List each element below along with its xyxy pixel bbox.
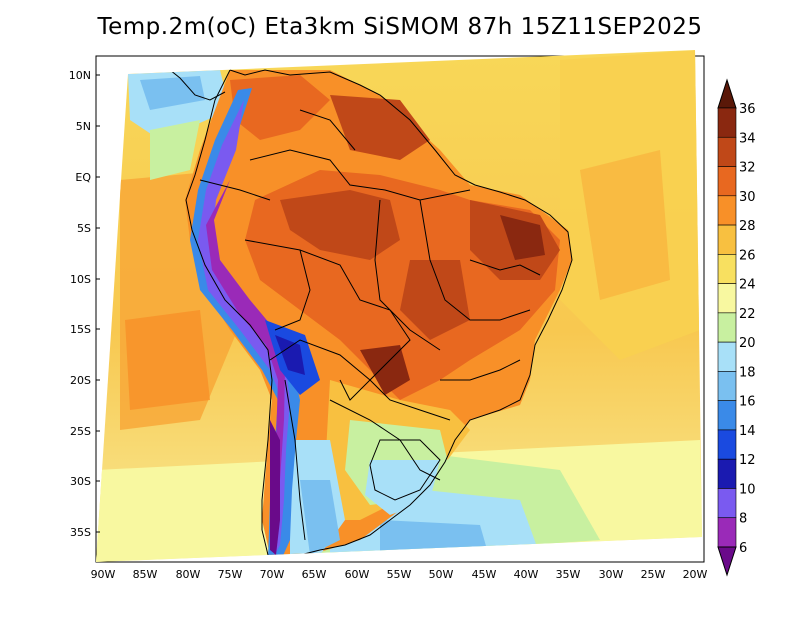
colorbar-swatch xyxy=(717,312,737,343)
lat-label: 35S xyxy=(70,526,91,539)
lon-label: 25W xyxy=(641,568,666,581)
lat-label: 20S xyxy=(70,374,91,387)
colorbar-min-triangle xyxy=(717,546,737,577)
lat-label: 10S xyxy=(70,273,91,286)
colorbar-swatch xyxy=(717,429,737,460)
lat-label: 25S xyxy=(70,425,91,438)
colorbar-label: 12 xyxy=(739,453,756,468)
colorbar-swatch xyxy=(717,224,737,255)
colorbar-swatch xyxy=(717,107,737,138)
colorbar-swatch xyxy=(717,341,737,372)
lon-label: 55W xyxy=(387,568,412,581)
lon-label: 75W xyxy=(218,568,243,581)
colorbar-label: 36 xyxy=(739,102,756,117)
colorbar-label: 14 xyxy=(739,424,756,439)
lon-label: 80W xyxy=(176,568,201,581)
lat-label: 30S xyxy=(70,475,91,488)
colorbar-swatch xyxy=(717,195,737,226)
lon-label: 45W xyxy=(472,568,497,581)
lon-label: 60W xyxy=(345,568,370,581)
colorbar-swatch xyxy=(717,371,737,401)
colorbar-swatch xyxy=(717,166,737,197)
colorbar-label: 34 xyxy=(739,131,756,146)
lon-label: 20W xyxy=(683,568,708,581)
lon-label: 65W xyxy=(302,568,327,581)
lon-label: 70W xyxy=(260,568,285,581)
lon-label: 30W xyxy=(599,568,624,581)
colorbar-swatch xyxy=(717,254,737,284)
colorbar-max-triangle xyxy=(717,78,737,109)
colorbar-label: 24 xyxy=(739,278,756,293)
colorbar-swatch xyxy=(717,400,737,431)
lon-label: 40W xyxy=(514,568,539,581)
map-title: Temp.2m(oC) Eta3km SiSMOM 87h 15Z11SEP20… xyxy=(97,14,703,40)
lon-label: 85W xyxy=(133,568,158,581)
colorbar-label: 18 xyxy=(739,365,756,380)
lat-label: EQ xyxy=(75,171,91,184)
colorbar-swatch xyxy=(717,517,737,548)
colorbar-label: 20 xyxy=(739,336,756,351)
colorbar-swatch xyxy=(717,458,737,489)
colorbar: 6 8 10 12 14 16 18 20 22 24 26 28 30 32 34 36 xyxy=(717,78,756,577)
lat-label: 5S xyxy=(77,222,91,235)
field-layer xyxy=(96,50,702,562)
colorbar-label: 6 xyxy=(739,541,747,556)
lon-label: 50W xyxy=(429,568,454,581)
colorbar-label: 16 xyxy=(739,395,756,410)
colorbar-label: 32 xyxy=(739,161,756,176)
lon-label: 35W xyxy=(556,568,581,581)
lat-label: 5N xyxy=(76,120,91,133)
longitude-axis: 90W 85W 80W 75W 70W 65W 60W 55W 50W 45W … xyxy=(91,568,708,581)
lon-label: 90W xyxy=(91,568,116,581)
boundaries xyxy=(159,61,573,556)
colorbar-label: 30 xyxy=(739,190,756,205)
colorbar-label: 10 xyxy=(739,482,756,497)
colorbar-swatch xyxy=(717,136,737,167)
colorbar-label: 22 xyxy=(739,307,756,322)
colorbar-label: 26 xyxy=(739,248,756,263)
lat-label: 10N xyxy=(69,69,91,82)
colorbar-label: 8 xyxy=(739,512,747,527)
colorbar-label: 28 xyxy=(739,219,756,234)
colorbar-swatch xyxy=(717,283,737,314)
lat-label: 15S xyxy=(70,323,91,336)
colorbar-swatch xyxy=(717,488,737,519)
latitude-axis: 10N 5N EQ 5S 10S 15S 20S 25S 30S 35S xyxy=(69,69,100,539)
